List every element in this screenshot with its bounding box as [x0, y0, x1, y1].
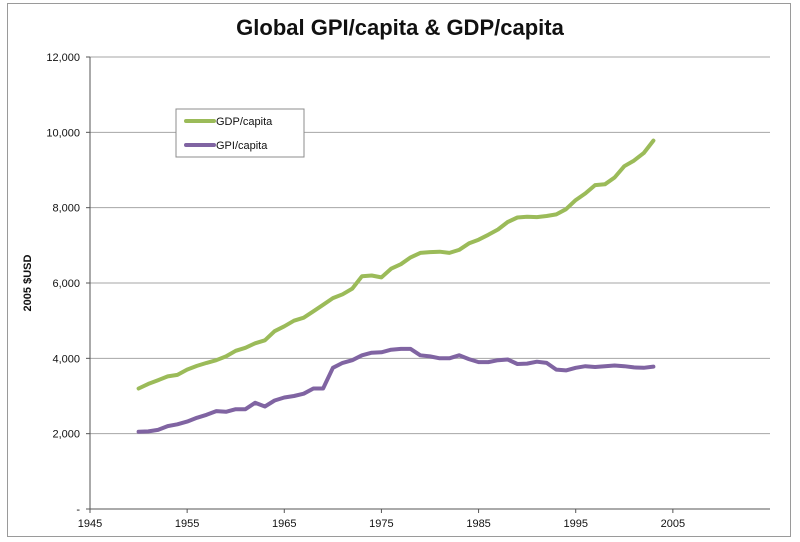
- y-tick-label: 8,000: [52, 203, 80, 215]
- legend-box: [175, 108, 305, 158]
- y-tick-label: 4,000: [52, 353, 80, 365]
- y-tick-label: -: [76, 504, 80, 516]
- series-line-gdp: [136, 138, 656, 391]
- x-tick-label: 1985: [466, 518, 490, 530]
- y-tick-labels: - 2,000 4,000 6,000 8,000 10,000 12,000: [46, 52, 80, 516]
- y-axis-label: 2005 $USD: [22, 255, 34, 312]
- series-line-gpi: [136, 346, 656, 434]
- x-tick-label: 1995: [563, 518, 587, 530]
- series-lines: [136, 138, 656, 434]
- legend-label-gpi: GPI/capita: [216, 140, 268, 152]
- y-tick-label: 12,000: [46, 52, 80, 64]
- x-tick-labels: 1945 1955 1965 1975 1985 1995 2005: [78, 518, 685, 530]
- y-tick-label: 10,000: [46, 127, 80, 139]
- axes: [86, 56, 770, 513]
- y-tick-label: 2,000: [52, 429, 80, 441]
- x-tick-label: 1945: [78, 518, 102, 530]
- y-tick-label: 6,000: [52, 278, 80, 290]
- legend-label-gdp: GDP/capita: [216, 116, 273, 128]
- x-tick-label: 1965: [272, 518, 296, 530]
- x-tick-label: 1955: [175, 518, 199, 530]
- legend: GDP/capita GPI/capita: [175, 108, 305, 158]
- chart-frame: [7, 3, 791, 537]
- chart-title: Global GPI/capita & GDP/capita: [236, 15, 564, 40]
- x-tick-label: 2005: [661, 518, 685, 530]
- x-tick-label: 1975: [369, 518, 393, 530]
